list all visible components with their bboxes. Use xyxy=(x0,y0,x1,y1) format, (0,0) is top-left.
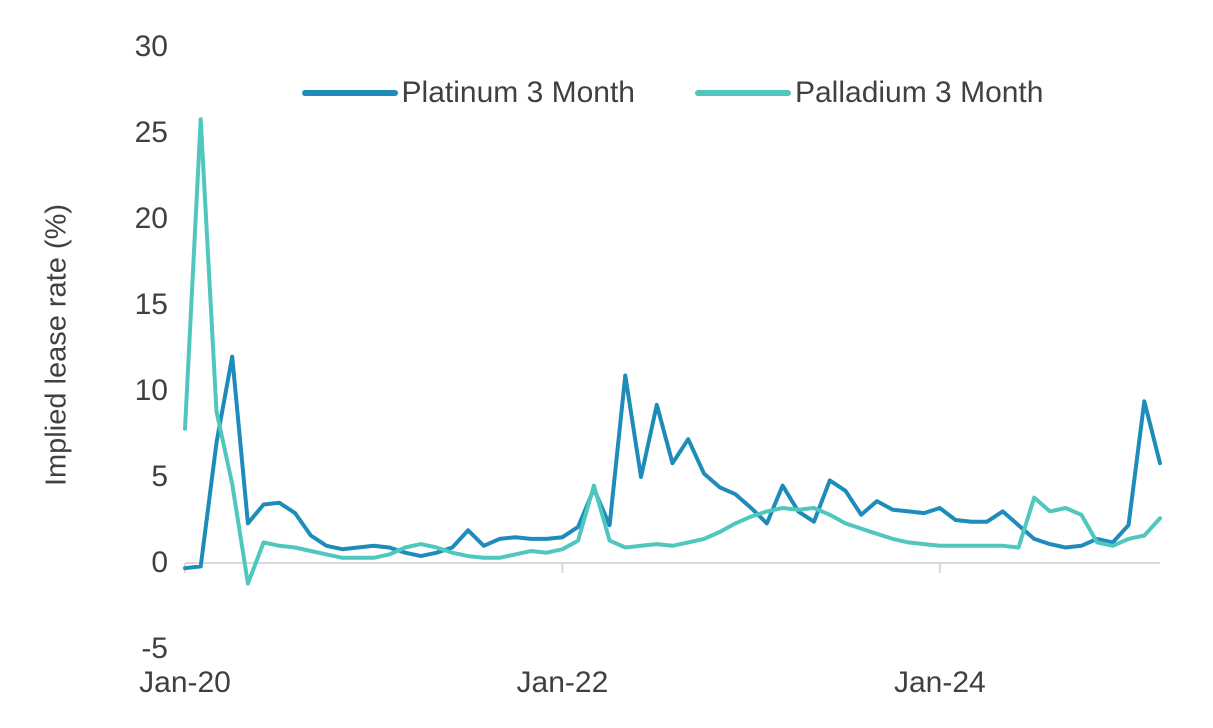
platinum-series-line xyxy=(183,354,1162,571)
y-tick-label: -5 xyxy=(141,632,168,665)
y-tick-label: 10 xyxy=(134,374,168,407)
legend-item-platinum: Platinum 3 Month xyxy=(301,76,635,110)
palladium-series-line xyxy=(183,117,1162,586)
platinum-legend-label: Platinum 3 Month xyxy=(401,76,635,109)
palladium-legend-swatch xyxy=(694,90,791,96)
x-tick-label: Jan-20 xyxy=(139,666,231,699)
x-tick-label: Jan-22 xyxy=(516,666,609,699)
x-tick-label: Jan-24 xyxy=(893,666,986,699)
legend-item-palladium: Palladium 3 Month xyxy=(694,76,1044,110)
y-tick-label: 25 xyxy=(134,116,168,149)
palladium-legend-label: Palladium 3 Month xyxy=(794,76,1044,109)
y-tick-label: 0 xyxy=(151,546,168,579)
y-tick-label: 15 xyxy=(134,288,168,321)
y-tick-label: 5 xyxy=(151,460,168,493)
y-axis-title: Implied lease rate (%) xyxy=(40,203,73,487)
legend: Platinum 3 Month Palladium 3 Month xyxy=(185,76,1160,110)
y-tick-label: 30 xyxy=(134,30,168,63)
platinum-legend-swatch xyxy=(301,90,398,96)
y-tick-label: 20 xyxy=(134,202,168,235)
